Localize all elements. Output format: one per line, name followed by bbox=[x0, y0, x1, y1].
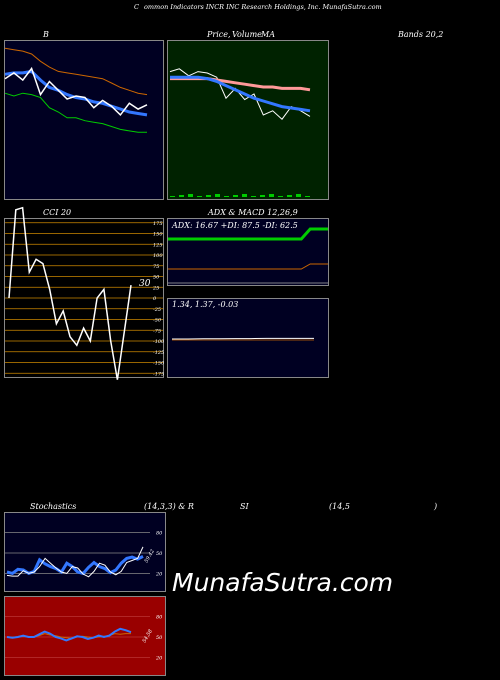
rsi-tick-label: 20 bbox=[155, 655, 163, 661]
volume-bar bbox=[260, 195, 265, 197]
title-text: ommon Indicators INCR INC Research Holdi… bbox=[143, 3, 382, 11]
volume-bar bbox=[206, 195, 211, 197]
rsi-params: (14,5 bbox=[329, 502, 350, 511]
volume-bar bbox=[170, 196, 175, 197]
volume-bar bbox=[179, 195, 184, 197]
stoch-tick-label: 80 bbox=[156, 531, 163, 537]
cci-tick-label: -50 bbox=[153, 318, 162, 324]
rsi-tick-label: 80 bbox=[156, 615, 163, 621]
bands-title: Bands 20,2 bbox=[398, 30, 444, 39]
cci-tick-label: -75 bbox=[153, 328, 161, 334]
macd-panel: 1.34, 1.37, -0.03 bbox=[167, 298, 329, 378]
price-ma-panel bbox=[167, 40, 329, 200]
stochastics-chart: 80 50 20 59.42 bbox=[5, 531, 163, 578]
price-title: Price, bbox=[207, 30, 231, 39]
adx-chart bbox=[168, 227, 328, 284]
stoch-tick-label: 20 bbox=[155, 571, 163, 577]
bollinger-upper-line bbox=[4, 92, 147, 133]
volume-bar bbox=[215, 194, 220, 197]
stoch-tick-label: 50 bbox=[156, 551, 163, 557]
cci-tick-label: 125 bbox=[153, 242, 163, 248]
adx-line bbox=[168, 227, 328, 241]
cci-line bbox=[8, 206, 132, 380]
rsi-last-label: 54.58 bbox=[142, 629, 154, 644]
price-line bbox=[4, 66, 148, 117]
volume-bar bbox=[278, 196, 283, 197]
bollinger-panel bbox=[4, 40, 164, 200]
ma-short-line bbox=[170, 75, 311, 113]
stochastics-panel: 80 50 20 59.42 bbox=[4, 512, 166, 592]
adx-macd-title: ADX & MACD 12,26,9 bbox=[208, 208, 298, 217]
volume-bar bbox=[233, 195, 238, 197]
cci-panel: 175 150 125 100 75 50 25 0 -25 -50 -75 -100 -125 -150… bbox=[4, 206, 165, 380]
cci-tick-label: -175 bbox=[153, 371, 164, 377]
cci-tick-label: 175 bbox=[153, 221, 163, 227]
price-ma-chart bbox=[169, 68, 311, 197]
stoch-last-label: 59.42 bbox=[144, 549, 156, 564]
volume-title: Volume bbox=[232, 30, 262, 39]
bollinger-title: B bbox=[43, 30, 49, 39]
cci-title: CCI 20 bbox=[43, 208, 72, 217]
rsi-params-close: ) bbox=[434, 502, 438, 511]
ma-long-line bbox=[170, 77, 311, 92]
title-first-letter: C bbox=[134, 3, 139, 11]
cci-tick-label: -125 bbox=[153, 350, 164, 356]
cci-tick-label: -150 bbox=[153, 361, 165, 367]
di-line bbox=[168, 263, 328, 270]
volume-bar bbox=[287, 195, 292, 197]
macd-chart bbox=[172, 337, 314, 341]
volume-bar bbox=[269, 194, 274, 197]
mrsi-line bbox=[6, 627, 132, 642]
stoch-d-line bbox=[6, 546, 144, 578]
cci-tick-label: 25 bbox=[152, 285, 159, 291]
watermark: MunafaSutra.com bbox=[172, 568, 394, 597]
cci-tick-label: -25 bbox=[153, 307, 161, 313]
volume-bar bbox=[188, 194, 193, 197]
price-line bbox=[169, 68, 311, 120]
cci-tick-label: 100 bbox=[153, 253, 163, 259]
cci-tick-label: 0 bbox=[153, 296, 157, 302]
bollinger-lower-line bbox=[4, 47, 148, 96]
bollinger-chart bbox=[4, 47, 148, 133]
macd-line bbox=[172, 337, 314, 340]
ma-title: MA bbox=[261, 30, 275, 39]
cci-tick-label: 150 bbox=[153, 232, 163, 238]
volume-bar bbox=[296, 194, 301, 197]
adx-legend: ADX: 16.67 +DI: 87.5 -DI: 62.5 bbox=[172, 221, 298, 230]
stoch-title: Stochastics bbox=[30, 502, 77, 511]
rsi-panel: 80 50 20 54.58 bbox=[4, 596, 166, 676]
rsi-title: SI bbox=[240, 502, 249, 511]
stoch-params: (14,3,3) & R bbox=[144, 502, 194, 511]
cci-chart: 175 150 125 100 75 50 25 0 -25 -50 -75 -100 -125 -150… bbox=[5, 206, 165, 380]
cci-tick-label: -100 bbox=[153, 339, 165, 345]
cci-last-label: 30 bbox=[139, 279, 151, 289]
rsi-tick-label: 50 bbox=[156, 635, 163, 641]
volume-bar bbox=[251, 196, 256, 197]
stoch-k-line bbox=[6, 555, 144, 576]
macd-legend: 1.34, 1.37, -0.03 bbox=[172, 300, 239, 309]
volume-bar bbox=[305, 196, 310, 197]
rsi-chart: 80 50 20 54.58 bbox=[5, 615, 163, 661]
adx-panel: ADX: 16.67 +DI: 87.5 -DI: 62.5 bbox=[167, 218, 329, 286]
volume-bar bbox=[197, 196, 202, 197]
cci-tick-label: 50 bbox=[153, 275, 160, 281]
volume-bar bbox=[224, 196, 229, 197]
cci-tick-label: 75 bbox=[153, 264, 159, 270]
volume-bar bbox=[242, 194, 247, 197]
